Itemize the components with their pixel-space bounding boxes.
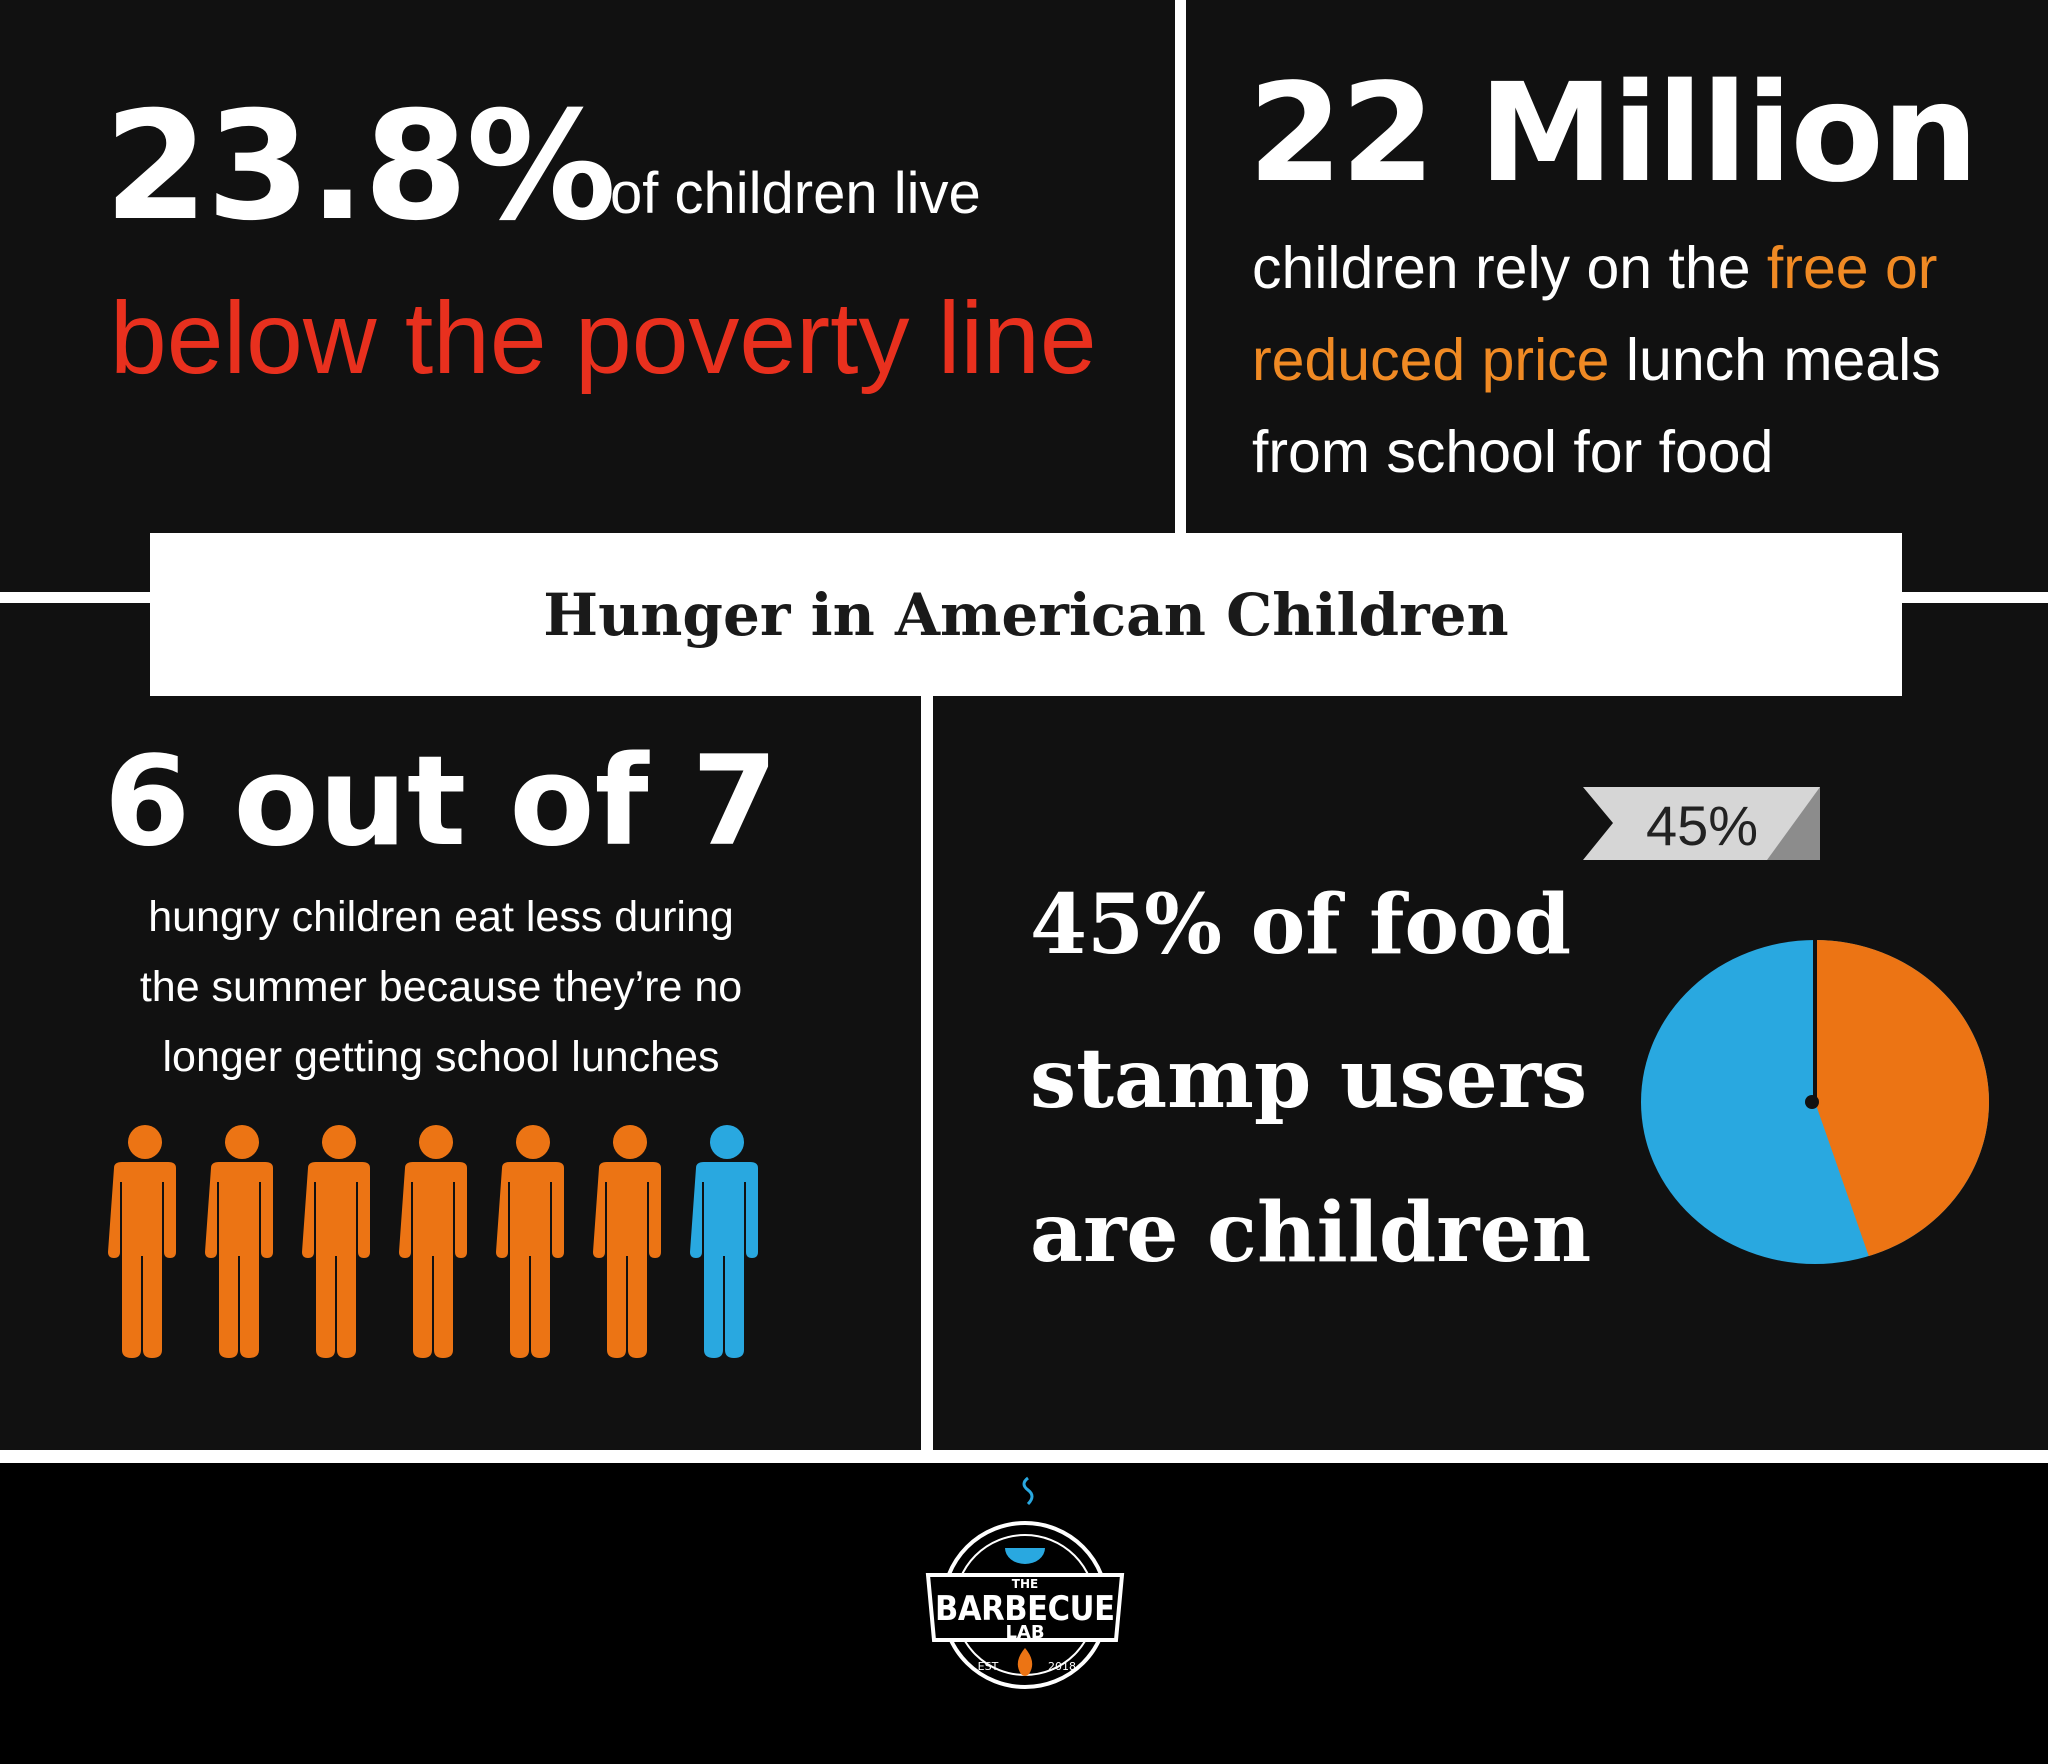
text-line: 45% of food bbox=[1030, 877, 1572, 973]
text-line: hungry children eat less during bbox=[148, 893, 734, 941]
person-icon-orange bbox=[302, 1125, 370, 1358]
fire-icon bbox=[1017, 1648, 1033, 1676]
stat-summer-text: hungry children eat less during the summ… bbox=[0, 882, 882, 1092]
svg-text:LAB: LAB bbox=[1005, 1622, 1044, 1643]
stat-poverty-text: of children live bbox=[610, 161, 981, 226]
svg-text:EST: EST bbox=[978, 1660, 999, 1673]
stat-poverty-value: 23.8% bbox=[104, 80, 616, 254]
text-line: longer getting school lunches bbox=[162, 1033, 720, 1081]
person-icon-orange bbox=[496, 1125, 564, 1358]
page-title: Hunger in American Children bbox=[543, 580, 1509, 649]
barbecue-lab-logo: THE BARBECUE LAB EST 2018 bbox=[925, 1476, 1125, 1689]
text: children rely on the bbox=[1252, 235, 1767, 301]
flag-fold bbox=[1767, 787, 1820, 860]
person-icon-orange bbox=[593, 1125, 661, 1358]
svg-text:THE: THE bbox=[1012, 1577, 1038, 1591]
divider-bottom-vertical bbox=[921, 696, 933, 1456]
flag-label-bg bbox=[1583, 787, 1820, 860]
text: lunch meals bbox=[1609, 327, 1941, 393]
svg-text:2018: 2018 bbox=[1048, 1660, 1076, 1673]
divider-top-vertical bbox=[1175, 0, 1186, 533]
stat-lunch-text: children rely on the free or reduced pri… bbox=[1252, 222, 1941, 498]
pie-slice-children bbox=[1815, 940, 1989, 1257]
divider-left-horizontal bbox=[0, 592, 150, 603]
divider-bottom-horizontal bbox=[0, 1450, 2048, 1463]
people-pictogram bbox=[108, 1125, 758, 1358]
flask-icon bbox=[1005, 1548, 1045, 1564]
steam-icon bbox=[1022, 1476, 1034, 1506]
person-icon-blue bbox=[690, 1125, 758, 1358]
highlight: reduced price bbox=[1252, 327, 1610, 393]
person-icon-orange bbox=[108, 1125, 176, 1358]
text-line: the summer because they’re no bbox=[139, 963, 743, 1011]
person-icon-orange bbox=[205, 1125, 273, 1358]
stat-foodstamp-text: 45% of food stamp users are children bbox=[1030, 848, 1591, 1310]
title-banner: Hunger in American Children bbox=[150, 533, 1902, 696]
stat-lunch-value: 22 Million bbox=[1248, 55, 1979, 213]
text-line: stamp users bbox=[1030, 1031, 1588, 1127]
pie-chart: 45% bbox=[1583, 787, 1989, 1264]
stat-summer-value: 6 out of 7 bbox=[104, 730, 778, 874]
pie-label: 45% bbox=[1646, 794, 1758, 857]
person-icon-orange bbox=[399, 1125, 467, 1358]
divider-right-horizontal bbox=[1902, 592, 2048, 603]
svg-text:BARBECUE: BARBECUE bbox=[935, 1589, 1115, 1629]
pie-center bbox=[1805, 1095, 1819, 1109]
text-line: are children bbox=[1030, 1185, 1592, 1281]
stat-poverty-highlight: below the poverty line bbox=[110, 281, 1097, 395]
highlight: free or bbox=[1766, 235, 1938, 301]
text: from school for food bbox=[1252, 419, 1774, 485]
